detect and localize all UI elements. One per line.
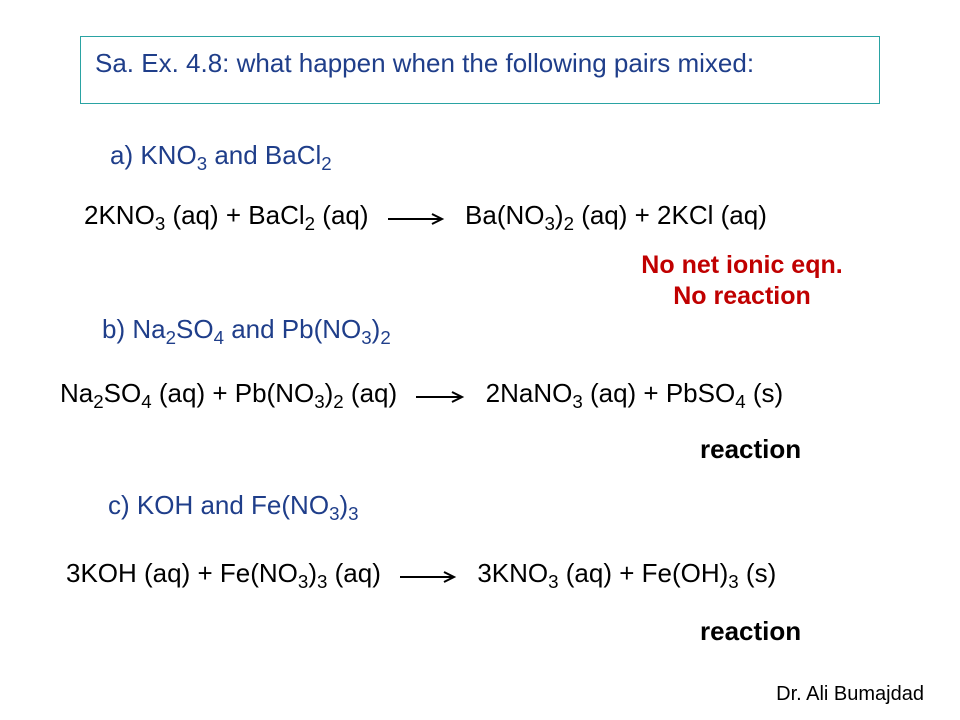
author-credit: Dr. Ali Bumajdad [776,683,924,706]
note-a-line2: No reaction [673,282,811,310]
part-a-label: a) KNO3 and BaCl2 [110,140,332,171]
equation-a: 2KNO3 (aq) + BaCl2 (aq) Ba(NO3)2 (aq) + … [84,200,767,233]
note-b: reaction [700,434,801,465]
part-b-label: b) Na2SO4 and Pb(NO3)2 [102,314,391,345]
equation-a-lhs: 2KNO3 (aq) + BaCl2 (aq) [84,200,369,230]
exercise-title: Sa. Ex. 4.8: what happen when the follow… [95,48,754,78]
equation-c: 3KOH (aq) + Fe(NO3)3 (aq) 3KNO3 (aq) + F… [66,558,776,591]
note-a: No net ionic eqn. No reaction [602,250,882,313]
reaction-arrow-icon [386,202,448,233]
note-a-line1: No net ionic eqn. [641,251,842,279]
equation-b: Na2SO4 (aq) + Pb(NO3)2 (aq) 2NaNO3 (aq) … [60,378,783,411]
equation-c-rhs: 3KNO3 (aq) + Fe(OH)3 (s) [477,558,776,588]
reaction-arrow-icon [414,380,468,411]
equation-b-lhs: Na2SO4 (aq) + Pb(NO3)2 (aq) [60,378,397,408]
equation-a-rhs: Ba(NO3)2 (aq) + 2KCl (aq) [465,200,767,230]
part-c-label: c) KOH and Fe(NO3)3 [108,490,359,521]
exercise-title-box: Sa. Ex. 4.8: what happen when the follow… [80,36,880,104]
equation-b-rhs: 2NaNO3 (aq) + PbSO4 (s) [486,378,784,408]
reaction-arrow-icon [398,560,460,591]
equation-c-lhs: 3KOH (aq) + Fe(NO3)3 (aq) [66,558,381,588]
note-c: reaction [700,616,801,647]
